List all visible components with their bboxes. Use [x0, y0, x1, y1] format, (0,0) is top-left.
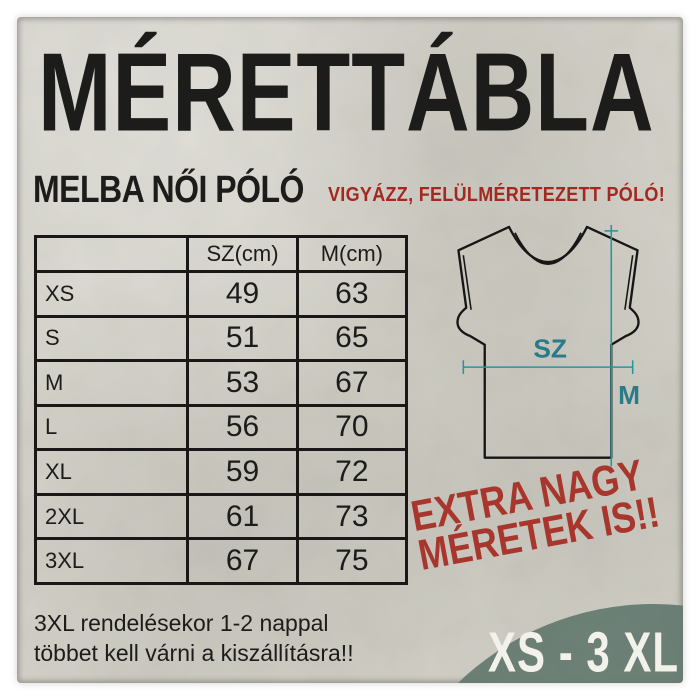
svg-text:SZ: SZ [533, 333, 567, 363]
svg-text:M: M [618, 380, 640, 410]
